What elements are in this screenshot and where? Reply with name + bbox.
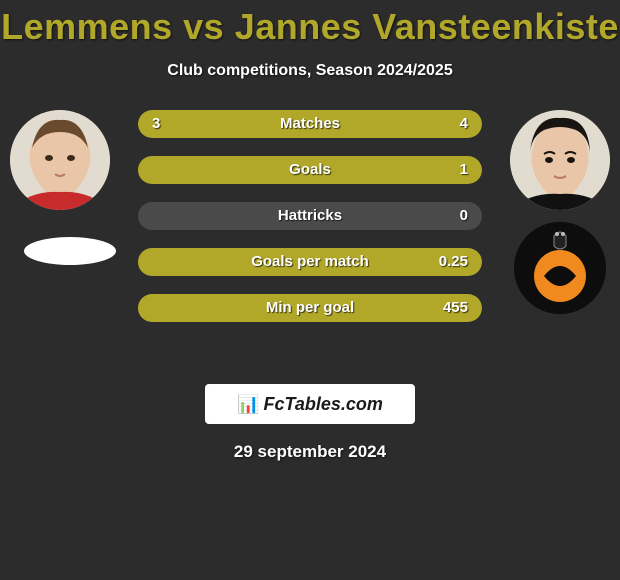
subtitle: Club competitions, Season 2024/2025 <box>0 62 620 80</box>
player-left-avatar <box>10 110 110 210</box>
stat-row: 3Matches4 <box>138 110 482 138</box>
brand-text: FcTables.com <box>264 394 383 414</box>
stat-row: Goals per match0.25 <box>138 248 482 276</box>
club-right-logo <box>514 222 606 314</box>
comparison-panel: 3Matches4 Goals1 Hattricks0 Goals per match… <box>0 110 620 370</box>
stat-value-right: 0 <box>460 202 468 230</box>
stat-label: Hattricks <box>138 202 482 230</box>
stat-row: Goals1 <box>138 156 482 184</box>
stat-row: Min per goal455 <box>138 294 482 322</box>
stat-label: Matches <box>138 110 482 138</box>
stat-value-right: 4 <box>460 110 468 138</box>
date-label: 29 september 2024 <box>0 442 620 462</box>
brand-badge: 📊FcTables.com <box>205 384 415 424</box>
stat-row: Hattricks0 <box>138 202 482 230</box>
player-right-avatar <box>510 110 610 210</box>
stat-label: Goals <box>138 156 482 184</box>
stat-value-right: 0.25 <box>439 248 468 276</box>
page-title: Lemmens vs Jannes Vansteenkiste <box>0 0 620 48</box>
stat-value-right: 455 <box>443 294 468 322</box>
stats-bars: 3Matches4 Goals1 Hattricks0 Goals per match… <box>138 110 482 340</box>
stat-label: Min per goal <box>138 294 482 322</box>
stat-label: Goals per match <box>138 248 482 276</box>
club-left-logo <box>24 237 116 265</box>
stat-value-right: 1 <box>460 156 468 184</box>
chart-icon: 📊 <box>237 394 259 414</box>
